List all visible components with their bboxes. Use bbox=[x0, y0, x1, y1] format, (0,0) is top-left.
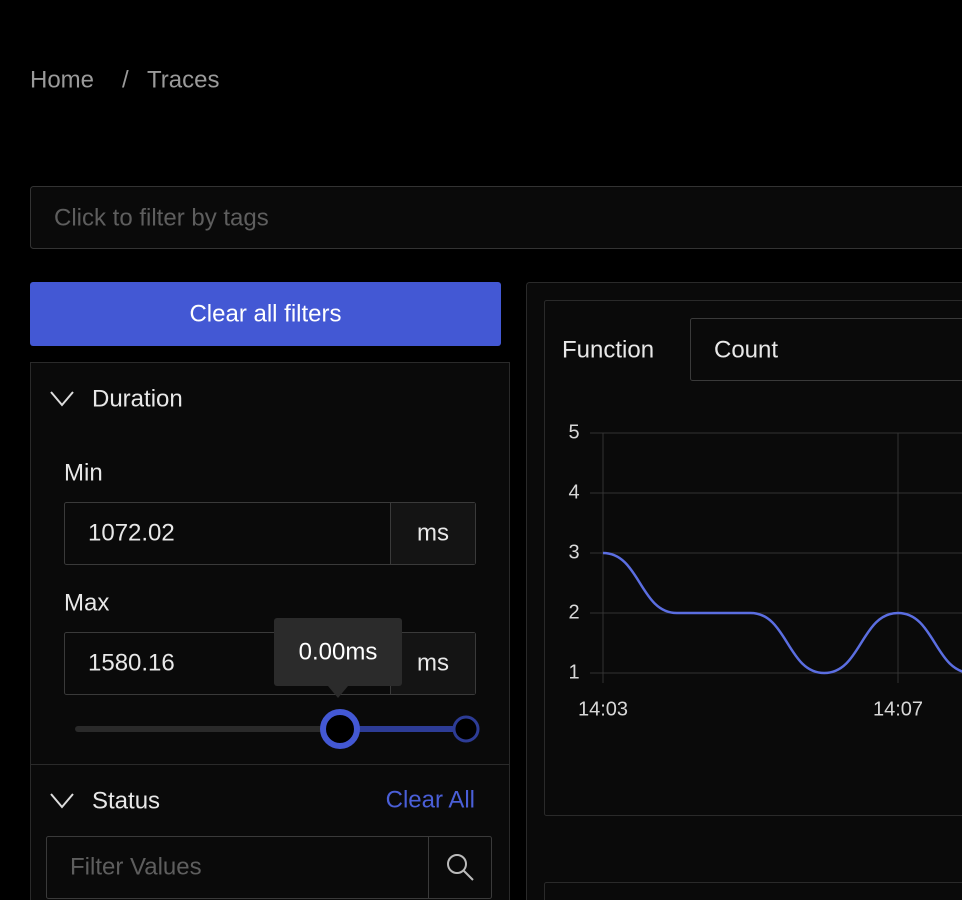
min-input[interactable] bbox=[64, 502, 476, 565]
y-tick-label: 2 bbox=[568, 601, 579, 623]
slider-handle[interactable] bbox=[320, 709, 360, 749]
section-title[interactable]: Duration bbox=[92, 385, 183, 412]
breadcrumb-item[interactable]: Home bbox=[30, 66, 94, 93]
tag-filter[interactable] bbox=[30, 186, 962, 249]
slider-handle[interactable] bbox=[452, 715, 480, 743]
clear-all-link[interactable]: Clear All bbox=[386, 786, 475, 813]
x-tick-label: 14:07 bbox=[873, 698, 923, 720]
section-title[interactable]: Status bbox=[92, 787, 160, 814]
clear-filters-button[interactable] bbox=[30, 282, 501, 346]
tag-filter-placeholder: Click to filter by tags bbox=[54, 204, 269, 231]
search-input[interactable] bbox=[46, 836, 492, 899]
breadcrumb-separator: / bbox=[122, 66, 129, 93]
y-tick-label: 3 bbox=[568, 541, 579, 563]
clear-filters-label: Clear all filters bbox=[189, 300, 341, 327]
chart-card bbox=[544, 300, 962, 816]
max-value: 1580.16 bbox=[88, 649, 175, 676]
y-tick-label: 1 bbox=[568, 661, 579, 683]
search-icon[interactable] bbox=[447, 854, 467, 874]
card bbox=[544, 882, 962, 900]
unit: ms bbox=[417, 649, 449, 676]
function-value: Count bbox=[714, 336, 778, 363]
unit-addon bbox=[391, 503, 475, 564]
y-tick-label: 5 bbox=[568, 421, 579, 443]
series-line bbox=[602, 551, 962, 675]
field-label: Max bbox=[64, 589, 109, 616]
unit: ms bbox=[417, 519, 449, 546]
search-icon bbox=[462, 869, 474, 881]
function-select[interactable] bbox=[690, 318, 962, 381]
x-tick-label: 14:03 bbox=[578, 698, 628, 720]
unit-addon bbox=[391, 633, 475, 694]
min-value: 1072.02 bbox=[88, 519, 175, 546]
tooltip-text: 0.00ms bbox=[299, 638, 378, 665]
y-tick-label: 4 bbox=[568, 481, 579, 503]
search-placeholder: Filter Values bbox=[70, 853, 202, 880]
field-label: Min bbox=[64, 459, 103, 486]
tooltip bbox=[274, 618, 402, 686]
chevron[interactable] bbox=[50, 391, 74, 407]
tooltip-arrow bbox=[328, 686, 348, 698]
filter-panel bbox=[30, 362, 510, 900]
plot: 1 2 3 4 5 14:03 14:07 bbox=[568, 421, 962, 720]
function-label: Function bbox=[562, 336, 654, 363]
breadcrumb-item[interactable]: Traces bbox=[147, 66, 219, 93]
chevron[interactable] bbox=[50, 793, 74, 809]
